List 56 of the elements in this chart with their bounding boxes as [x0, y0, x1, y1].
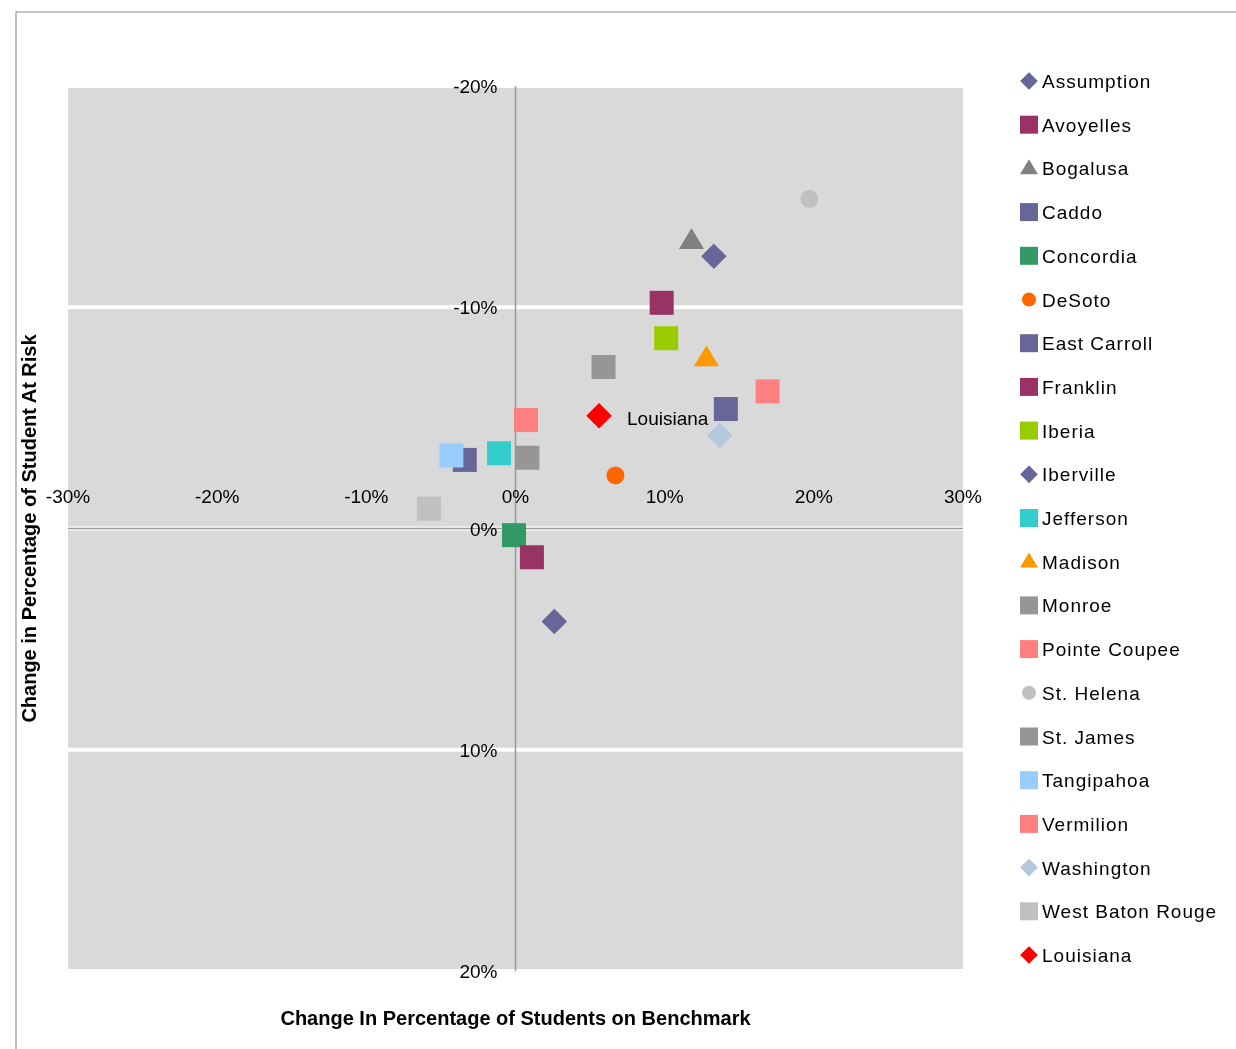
point [649, 290, 674, 315]
legend-label: Assumption [1042, 71, 1152, 92]
legend-label: Monroe [1042, 595, 1113, 617]
point [679, 229, 704, 250]
x-tick-label: -10% [344, 485, 389, 507]
point [515, 445, 540, 470]
legend-label: Vermilion [1042, 813, 1130, 835]
y-tick-label: 0% [470, 518, 498, 540]
y-tick-label: 10% [459, 739, 498, 761]
legend-label: Iberville [1042, 464, 1117, 486]
point [416, 496, 441, 521]
point [755, 379, 780, 404]
x-tick-label: 0% [501, 485, 530, 507]
legend-label: St. James [1042, 726, 1136, 748]
point [487, 441, 512, 466]
legend-label: Franklin [1042, 376, 1118, 398]
point [654, 326, 679, 351]
x-tick-label: 10% [645, 485, 684, 507]
legend-label: Pointe Coupee [1042, 639, 1181, 661]
point [513, 408, 538, 433]
annotation: Louisiana [627, 407, 709, 429]
legend-label: Bogalusa [1042, 158, 1130, 180]
legend-label: West Baton Rouge [1042, 901, 1218, 923]
legend-label: Washington [1042, 857, 1152, 879]
legend-label: DeSoto [1042, 289, 1112, 311]
legend-label: Concordia [1042, 245, 1138, 267]
point [713, 397, 738, 422]
legend-label: Tangipahoa [1042, 770, 1151, 792]
point [591, 354, 616, 379]
x-tick-label: 30% [943, 485, 983, 507]
point [694, 346, 719, 367]
legend-label: Madison [1042, 551, 1121, 573]
y-tick-label: 20% [459, 961, 498, 982]
x-axis-title: Change In Percentage of Students on Benchmark [280, 1007, 752, 1029]
x-tick-label: -30% [45, 485, 91, 507]
x-tick-label: 20% [794, 485, 833, 507]
legend-label: East Carroll [1042, 333, 1154, 355]
legend-label: St. Helena [1042, 682, 1141, 704]
x-tick-label: -20% [194, 485, 240, 507]
y-axis-title: Change in Percentage of Student At Risk [18, 333, 40, 723]
legend-label: Caddo [1042, 202, 1103, 224]
legend-label: Iberia [1042, 420, 1096, 442]
point [502, 523, 527, 548]
point [586, 403, 612, 429]
y-tick-label: -20% [453, 76, 498, 97]
point [707, 423, 733, 449]
legend-label: Avoyelles [1042, 114, 1132, 136]
y-tick-label: -10% [453, 297, 498, 319]
point [439, 443, 464, 468]
point [800, 189, 819, 208]
point [519, 545, 544, 570]
point [606, 466, 625, 485]
legend-label: Jefferson [1042, 508, 1129, 529]
point [701, 243, 727, 269]
legend-label: Louisiana [1042, 945, 1133, 966]
point [541, 608, 567, 634]
